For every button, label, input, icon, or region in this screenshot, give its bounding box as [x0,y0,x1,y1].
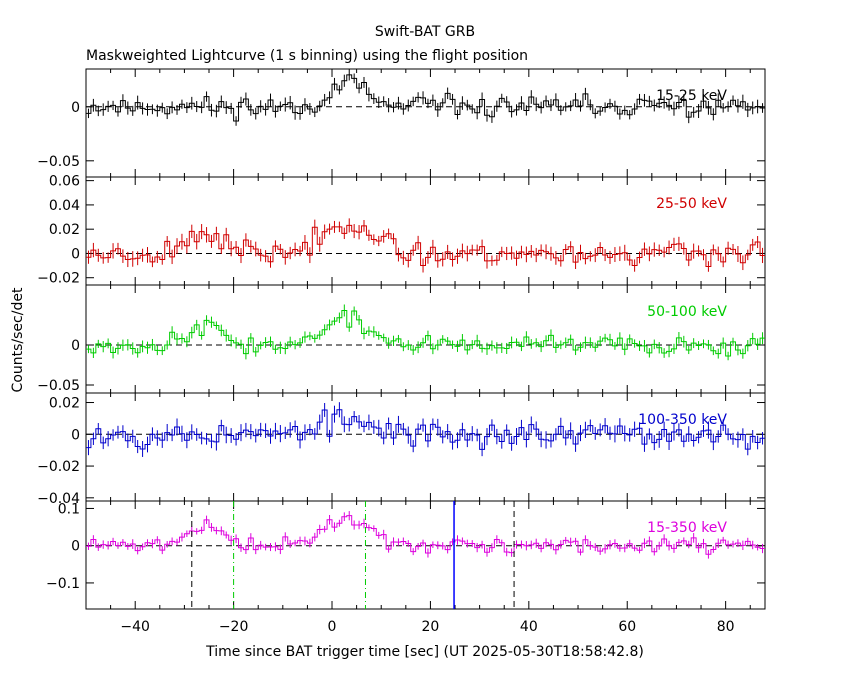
y-tick-label: −0.04 [37,491,80,507]
band-label: 50-100 keV [647,304,727,320]
band-label: 25-50 keV [656,196,727,212]
chart-title: Swift-BAT GRB [375,24,475,40]
series-line [86,515,765,555]
x-tick-label: −40 [120,619,150,635]
y-axis-label: Counts/sec/det [10,287,26,392]
y-tick-label: 0 [71,100,80,116]
plot-area: 0 −0.05 15-25 keV 0.06 0.04 0.02 0 −0.02 25-50 k… [37,68,766,635]
y-tick-label: 0 [71,427,80,443]
x-axis-label: Time since BAT trigger time [sec] (UT 20… [205,644,644,660]
panel-frame [85,68,766,178]
x-tick-label: 0 [328,619,337,635]
y-tick-label: 0.02 [49,396,80,412]
y-tick-label: 0 [71,539,80,555]
y-tick-label: −0.02 [37,271,80,287]
series-line [86,409,765,450]
chart-subtitle: Maskweighted Lightcurve (1 s binning) us… [86,48,528,64]
band-label: 100-350 keV [638,412,727,428]
panel-frame [85,500,766,610]
series-line [86,224,765,267]
y-tick-label: −0.1 [46,576,80,592]
x-tick-label: 80 [717,619,735,635]
x-tick-label: −20 [219,619,249,635]
band-label: 15-350 keV [647,520,727,536]
panel-frame [85,176,766,286]
x-tick-label: 20 [422,619,440,635]
y-tick-label: 0.1 [58,501,80,517]
y-tick-label: −0.05 [37,154,80,170]
y-tick-label: 0.06 [49,174,80,190]
y-tick-label: −0.02 [37,459,80,475]
y-tick-label: 0 [71,246,80,262]
y-tick-label: 0.02 [49,222,80,238]
x-tick-label: 60 [618,619,636,635]
series-line [86,74,765,122]
x-tick-label: 40 [520,619,538,635]
panel-frame [85,392,766,502]
y-tick-label: 0 [71,338,80,354]
series-line [86,309,765,357]
y-tick-label: 0.04 [49,198,80,214]
y-tick-label: −0.05 [37,378,80,394]
band-label: 15-25 keV [656,88,727,104]
